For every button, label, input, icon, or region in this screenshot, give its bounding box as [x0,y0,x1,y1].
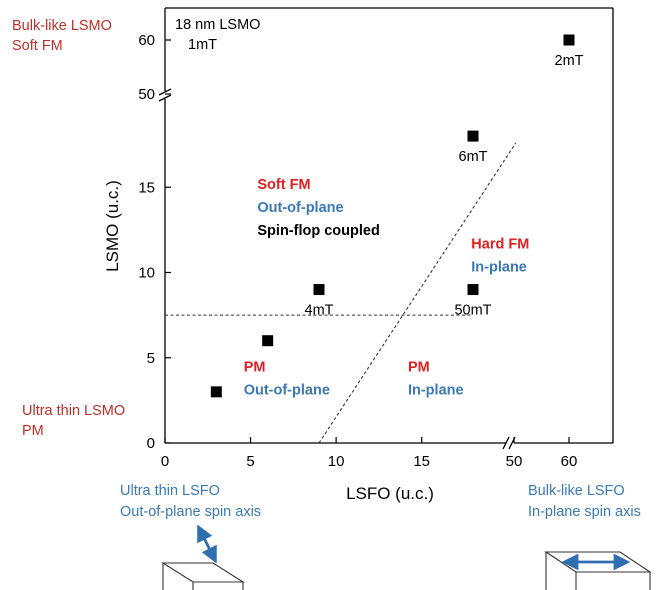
phase-boundary-line-2 [318,142,517,444]
x-axis-ticks: 0 5 10 15 50 60 [161,437,578,470]
data-point-marker [563,34,575,46]
x-tick-label: 50 [506,453,523,470]
x-tick-label: 0 [161,453,169,470]
y-tick-label: 5 [147,350,155,367]
x-tick-label: 15 [413,453,430,470]
data-point-label: 6mT [459,149,488,165]
data-point-label: 4mT [305,303,334,319]
side-label-bulk-lsmo-line2: Soft FM [12,38,63,54]
phase-region-text: Soft FM [257,177,310,193]
phase-region-text: Spin-flop coupled [257,223,379,239]
phase-region-label-4: PM In-plane [408,359,464,398]
phase-region-label-1: Soft FM Out-of-plane Spin-flop coupled [257,177,379,239]
phase-region-label-2: Hard FM In-plane [471,237,529,276]
y-axis-ticks: 0 5 10 15 50 60 [138,32,171,452]
y-axis-break-mark [158,88,172,102]
x-axis-label: LSFO (u.c.) [346,484,434,503]
data-point-marker [210,386,222,398]
side-label-thin-lsmo: Ultra thin LSMO PM [22,403,125,439]
phase-region-text: PM [244,359,266,375]
phase-regions: Soft FM Out-of-plane Spin-flop coupled Hard… [244,177,530,398]
side-label-bulk-lsmo-line1: Bulk-like LSMO [12,18,112,34]
y-tick-label: 10 [138,265,155,282]
side-label-bulk-lsfo-line2: In-plane spin axis [528,504,641,520]
phase-region-text: Out-of-plane [244,382,330,398]
data-point-marker [262,335,274,347]
phase-region-text: In-plane [471,260,527,276]
phase-boundaries [165,142,517,444]
y-tick-label: 15 [138,179,155,196]
phase-region-text: Out-of-plane [257,200,343,216]
slab-out-of-plane-icon [161,524,245,590]
y-tick-label: 50 [138,86,155,103]
x-tick-label: 60 [561,453,578,470]
phase-region-text: Hard FM [471,237,529,253]
x-tick-label: 10 [328,453,345,470]
inset-label-thickness: 18 nm LSMO [175,17,260,33]
data-point-label: 50mT [454,303,491,319]
x-tick-label: 5 [246,453,254,470]
data-point-marker [313,284,325,296]
side-label-thin-lsfo-line1: Ultra thin LSFO [120,483,220,499]
y-tick-label: 60 [138,32,155,49]
side-label-thin-lsmo-line1: Ultra thin LSMO [22,403,125,419]
side-label-bulk-lsfo-line1: Bulk-like LSFO [528,483,625,499]
side-label-bulk-lsmo: Bulk-like LSMO Soft FM [12,18,112,54]
data-point-label: 2mT [555,53,584,69]
y-tick-label: 0 [147,435,155,452]
side-label-thin-lsfo: Ultra thin LSFO Out-of-plane spin axis [120,483,261,520]
y-axis-label: LSMO (u.c.) [103,180,122,272]
spin-arrow-out-of-plane [197,524,217,564]
side-label-thin-lsfo-line2: Out-of-plane spin axis [120,504,261,520]
phase-region-text: In-plane [408,382,464,398]
side-label-thin-lsmo-line2: PM [22,423,44,439]
data-point-marker [467,130,479,142]
data-point-marker [467,284,479,296]
data-points: 4mT 6mT 50mT 2mT [210,34,584,398]
side-label-bulk-lsfo: Bulk-like LSFO In-plane spin axis [528,483,641,520]
inset-label-field: 1mT [188,37,217,53]
phase-region-label-3: PM Out-of-plane [244,359,330,398]
slab-in-plane-icon [544,551,652,590]
plot-frame [164,7,614,444]
phase-region-text: PM [408,359,430,375]
